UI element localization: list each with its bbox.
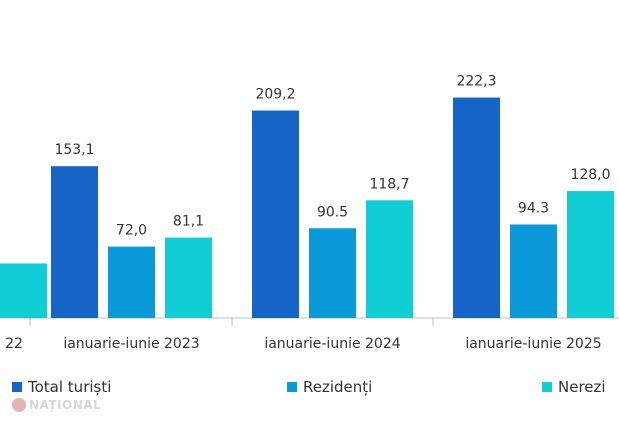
logo-icon [12, 398, 26, 412]
legend-swatch-total [12, 382, 22, 392]
bar [366, 200, 413, 318]
legend-swatch-rezidenti [287, 382, 297, 392]
bar [51, 166, 98, 318]
category-label: ianuarie-iunie 2024 [264, 336, 400, 352]
legend: Total turiști Rezidenți Nerezi [0, 378, 619, 400]
category-label: ianuarie-iunie 2023 [63, 336, 199, 352]
data-label: 90.5 [317, 204, 348, 220]
bar [309, 228, 356, 318]
data-label: 72,0 [116, 223, 147, 239]
watermark-text: NAȚIONAL [29, 398, 102, 412]
bar [252, 110, 299, 318]
category-label: 22 [5, 336, 23, 352]
data-label: 222,3 [456, 74, 496, 90]
data-label: 153,1 [54, 142, 94, 158]
data-label: 94.3 [518, 200, 549, 216]
legend-item-nerezidenti: Nerezi [542, 378, 606, 396]
data-label: 209,2 [255, 87, 295, 103]
data-label: 118,7 [369, 176, 409, 192]
legend-label-rezidenti: Rezidenți [303, 378, 373, 396]
watermark-logo: NAȚIONAL [12, 398, 101, 412]
category-label: ianuarie-iunie 2025 [465, 336, 601, 352]
legend-label-total: Total turiști [28, 378, 112, 396]
bar [567, 191, 614, 318]
data-label: 128,0 [570, 167, 610, 183]
data-label: 81,1 [173, 214, 204, 230]
legend-swatch-nerezidenti [542, 382, 552, 392]
legend-item-total: Total turiști [12, 378, 111, 396]
bar [510, 224, 557, 318]
legend-label-nerezidenti: Nerezi [558, 378, 606, 396]
bar [165, 237, 212, 318]
legend-item-rezidenti: Rezidenți [287, 378, 372, 396]
bar [108, 246, 155, 318]
bar [0, 263, 47, 318]
bar [453, 97, 500, 319]
